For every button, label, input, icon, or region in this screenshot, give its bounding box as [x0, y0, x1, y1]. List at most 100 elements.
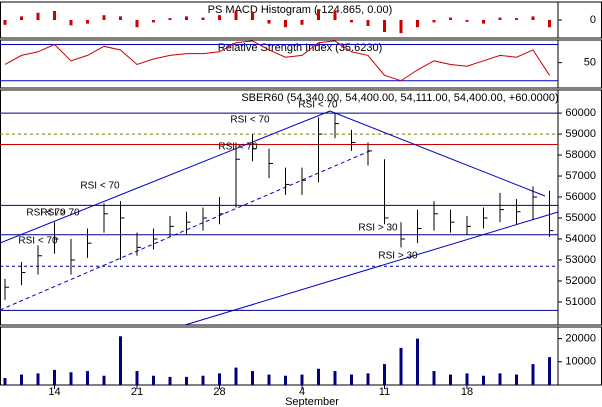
annotation: RSI > 30 [358, 223, 398, 234]
bar [531, 364, 535, 385]
bar [515, 374, 518, 385]
bar [251, 11, 254, 20]
bar [317, 9, 320, 20]
bar [152, 375, 155, 385]
bar [383, 364, 386, 385]
y-tick-label: 56000 [565, 191, 596, 203]
bar [3, 378, 7, 385]
bar [333, 10, 337, 20]
bar [366, 373, 370, 385]
bar [482, 20, 485, 24]
x-tick-label: 4 [299, 386, 305, 398]
annotation: RSI < 70 [18, 236, 58, 247]
bar [102, 15, 106, 20]
annotation: RSI > 70 [40, 208, 80, 219]
y-tick-label: 53000 [565, 254, 596, 266]
annotation: RSI < 70 [218, 142, 258, 153]
bar [284, 375, 287, 385]
bar [465, 373, 469, 385]
bar [119, 16, 122, 20]
bar [416, 338, 419, 385]
y-tick-label: 0 [590, 14, 596, 26]
bar [86, 371, 89, 385]
y-tick-label: 20000 [565, 333, 596, 345]
y-tick-label: 10000 [565, 356, 596, 368]
bar [168, 376, 172, 385]
bar [20, 16, 23, 20]
bar [548, 20, 551, 28]
bar [416, 20, 419, 28]
bar [498, 17, 502, 20]
annotation: RSI > 30 [378, 251, 418, 262]
y-tick-label: 60000 [565, 107, 596, 119]
bar [36, 373, 40, 385]
bar [449, 17, 452, 20]
x-tick-label: 28 [213, 386, 225, 398]
bar [86, 20, 89, 24]
bar [36, 12, 40, 20]
annotation: RSI < 70 [298, 100, 338, 111]
bar [300, 374, 304, 385]
bar [135, 20, 139, 28]
bar [498, 373, 502, 385]
trendlines [0, 110, 559, 326]
bar [218, 15, 221, 20]
bar [251, 371, 254, 385]
y-tick-label: 51000 [565, 296, 596, 308]
bar [399, 20, 403, 34]
bar [317, 368, 320, 385]
y-tick-label: 50 [584, 57, 596, 69]
bar [284, 20, 287, 28]
bar [432, 20, 436, 23]
bar [168, 18, 172, 20]
bar [482, 375, 485, 385]
bar [515, 18, 518, 20]
bar [267, 20, 271, 24]
x-tick-label: 11 [379, 386, 390, 398]
trendline [329, 110, 546, 197]
y-tick-label: 54000 [565, 233, 596, 245]
annotation: RSI < 70 [26, 208, 66, 219]
y-tick-label: 58000 [565, 149, 596, 161]
x-tick-label: 14 [48, 386, 60, 398]
annotation: RSI < 70 [80, 181, 120, 192]
y-tick-label: 52000 [565, 275, 596, 287]
bar [53, 369, 56, 385]
bar [20, 374, 23, 385]
bar [152, 20, 155, 23]
bar [350, 374, 353, 385]
bar [69, 372, 73, 385]
bar [399, 347, 403, 385]
panel-title: Relative Strength Index (35.6230) [218, 42, 383, 54]
bar [3, 20, 7, 25]
bar [135, 371, 139, 385]
bar [218, 373, 221, 385]
bar [548, 357, 551, 385]
bar [366, 20, 370, 26]
bar [102, 375, 106, 385]
x-axis-title: September [285, 396, 339, 407]
bar [531, 16, 535, 20]
bar [185, 376, 188, 385]
bar [300, 20, 304, 25]
bar [53, 11, 56, 20]
bar [383, 20, 386, 32]
annotation: RSI < 70 [230, 115, 270, 126]
y-tick-label: 55000 [565, 212, 596, 224]
x-tick-label: 18 [461, 386, 473, 398]
bar [333, 371, 337, 385]
bar [267, 374, 271, 385]
trendline [0, 110, 331, 244]
bar [201, 375, 205, 385]
trendline [0, 149, 373, 311]
y-tick-label: 57000 [565, 170, 596, 182]
bar [234, 367, 238, 385]
bar [350, 20, 353, 23]
bar [119, 336, 122, 385]
trendline [184, 211, 559, 326]
x-tick-label: 21 [131, 386, 143, 398]
bar [234, 10, 238, 20]
bar [449, 374, 452, 385]
bar [185, 16, 188, 20]
